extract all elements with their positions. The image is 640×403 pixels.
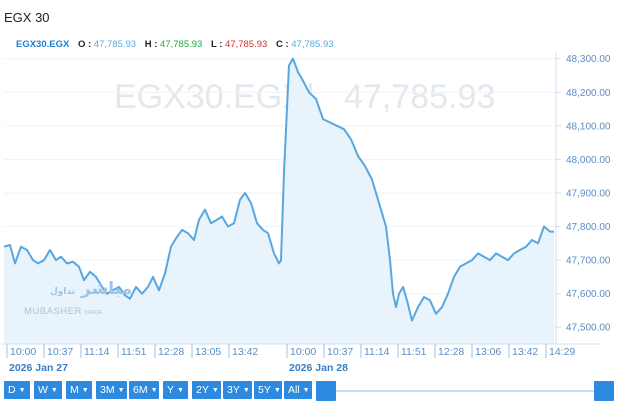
date-label: 2026 Jan 27 bbox=[9, 362, 68, 374]
high-key: H : bbox=[144, 39, 158, 50]
x-tick-label: 14:29 bbox=[549, 346, 575, 358]
x-axis: 10:00 10:37 11:14 11:51 12:28 13:05 13:42 10:00… bbox=[2, 343, 600, 374]
chevron-down-icon: ▼ bbox=[211, 387, 219, 394]
open-value: 47,785.93 bbox=[93, 39, 137, 50]
navigator-right-handle[interactable] bbox=[594, 381, 614, 401]
x-tick-label: 13:42 bbox=[512, 346, 538, 358]
y-axis: 47,500.00 47,600.00 47,700.00 47,800.00 47,9… bbox=[556, 54, 611, 334]
range-toolbar: D ▼ W ▼ M ▼ 3M ▼ 6M ▼ Y ▼ 2Y ▼ 3Y ▼ 5Y ▼ All ▼ bbox=[2, 379, 638, 401]
x-tick-label: 11:14 bbox=[84, 346, 110, 358]
watermark-price: 47,785.93 bbox=[344, 78, 495, 116]
chevron-down-icon: ▼ bbox=[242, 387, 250, 394]
y-tick-label: 47,900.00 bbox=[566, 188, 611, 199]
y-tick-label: 47,600.00 bbox=[566, 289, 611, 300]
y-tick-label: 47,500.00 bbox=[566, 323, 611, 334]
range-button-m[interactable]: M ▼ bbox=[66, 381, 92, 399]
x-tick-label: 12:28 bbox=[158, 346, 184, 358]
navigator-track bbox=[336, 390, 594, 392]
y-tick-label: 48,100.00 bbox=[566, 121, 611, 132]
high-value: 47,785.93 bbox=[160, 39, 203, 50]
brand-arabic: مباشر تداول bbox=[24, 280, 132, 301]
ohlc-readout: EGX30.EGX O : 47,785.93 H : 47,785.93 L … bbox=[16, 39, 340, 50]
brand-english-small: TRADE bbox=[83, 310, 103, 316]
chevron-down-icon: ▼ bbox=[273, 387, 281, 394]
y-tick-label: 47,700.00 bbox=[566, 256, 611, 267]
close-key: C : bbox=[275, 39, 289, 50]
chevron-down-icon: ▼ bbox=[81, 387, 89, 394]
chevron-down-icon: ▼ bbox=[18, 387, 26, 394]
x-tick-label: 13:42 bbox=[232, 346, 258, 358]
brand-arabic-small: تداول bbox=[50, 287, 76, 297]
chevron-down-icon: ▼ bbox=[117, 387, 125, 394]
y-tick-label: 47,800.00 bbox=[566, 222, 611, 233]
range-button-3y[interactable]: 3Y ▼ bbox=[223, 381, 252, 399]
y-tick-label: 48,300.00 bbox=[566, 54, 611, 65]
low-key: L : bbox=[210, 39, 223, 50]
x-tick-label: 11:51 bbox=[121, 346, 147, 358]
watermark-symbol: EGX30.EGX bbox=[114, 78, 305, 116]
price-line bbox=[3, 57, 554, 322]
x-tick-label: 10:37 bbox=[327, 346, 353, 358]
symbol-label: EGX30.EGX bbox=[16, 39, 70, 50]
brand-arabic-main: مباشر bbox=[81, 279, 133, 299]
price-chart[interactable]: EGX30.EGX | 47,785.93 47,500.00 47,600.00… bbox=[0, 50, 640, 380]
x-tick-label: 10:37 bbox=[47, 346, 73, 358]
gridlines bbox=[4, 58, 556, 328]
x-tick-label: 12:28 bbox=[438, 346, 464, 358]
x-tick-label: 13:06 bbox=[475, 346, 501, 358]
symbol-watermark: EGX30.EGX | 47,785.93 bbox=[114, 78, 495, 116]
range-button-5y[interactable]: 5Y ▼ bbox=[254, 381, 282, 399]
close-value: 47,785.93 bbox=[291, 39, 334, 50]
x-tick-label: 13:05 bbox=[195, 346, 221, 358]
chevron-down-icon: ▼ bbox=[177, 387, 184, 394]
date-label: 2026 Jan 28 bbox=[289, 362, 348, 374]
range-button-w[interactable]: W ▼ bbox=[34, 381, 62, 399]
open-key: O : bbox=[77, 39, 92, 50]
chevron-down-icon: ▼ bbox=[50, 387, 58, 394]
brand-logo: مباشر تداول MUBASHER TRADE bbox=[24, 280, 132, 319]
range-button-6m[interactable]: 6M ▼ bbox=[129, 381, 159, 399]
range-button-d[interactable]: D ▼ bbox=[4, 381, 30, 399]
navigator-left-handle[interactable] bbox=[316, 381, 336, 401]
range-navigator[interactable] bbox=[316, 381, 614, 401]
chevron-down-icon: ▼ bbox=[150, 387, 158, 394]
range-button-y[interactable]: Y ▼ bbox=[163, 381, 188, 399]
chevron-down-icon: ▼ bbox=[302, 387, 310, 394]
brand-english: MUBASHER bbox=[24, 306, 82, 317]
x-tick-label: 10:00 bbox=[290, 346, 316, 358]
low-value: 47,785.93 bbox=[225, 39, 268, 50]
y-tick-label: 48,000.00 bbox=[566, 155, 611, 166]
range-button-all[interactable]: All ▼ bbox=[284, 381, 312, 399]
range-button-2y[interactable]: 2Y ▼ bbox=[192, 381, 221, 399]
chart-title: EGX 30 bbox=[4, 10, 50, 25]
price-area-fill bbox=[4, 58, 554, 344]
x-tick-label: 11:14 bbox=[364, 346, 390, 358]
range-button-3m[interactable]: 3M ▼ bbox=[96, 381, 127, 399]
x-tick-label: 10:00 bbox=[10, 346, 36, 358]
y-tick-label: 48,200.00 bbox=[566, 88, 611, 99]
x-tick-label: 11:51 bbox=[401, 346, 427, 358]
